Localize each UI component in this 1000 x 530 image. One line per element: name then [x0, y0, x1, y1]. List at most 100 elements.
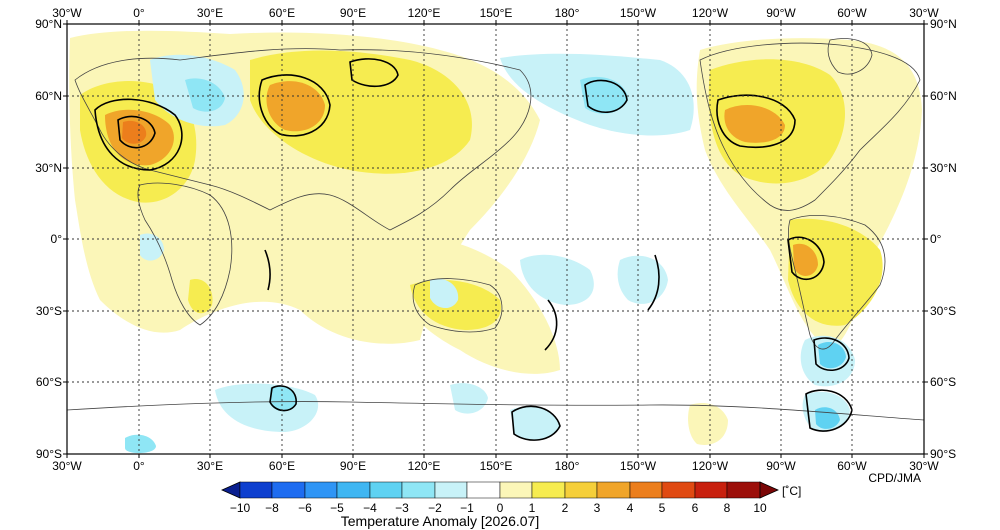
lon-label-top: 60°E [269, 6, 295, 20]
colorbar-level-label: 0 [497, 501, 504, 515]
colorbar-segment [661, 481, 696, 499]
lat-label-right: 60°N [930, 89, 957, 103]
lon-label-bottom: 30°E [197, 459, 223, 473]
contour-southatl [813, 337, 850, 371]
colorbar-segment [401, 481, 436, 499]
coast-australia [412, 278, 503, 333]
colorbar-segment [271, 481, 306, 499]
top-ticks [66, 20, 925, 24]
colorbar-segment [239, 481, 273, 499]
colorbar-level-label: 5 [659, 501, 666, 515]
coast-greenland [827, 38, 873, 75]
colorbar-level-label: −2 [428, 501, 442, 515]
lat-label-left: 60°S [36, 375, 62, 389]
lon-label-top: 120°E [408, 6, 441, 20]
colorbar-segment [726, 481, 761, 499]
colorbar-right-triangle [759, 481, 779, 499]
lat-label-right: 0° [930, 232, 942, 246]
colorbar-level-label: 6 [692, 501, 699, 515]
colorbar-level-label: −8 [265, 501, 279, 515]
lon-label-bottom: 90°W [766, 459, 796, 473]
lon-label-bottom: 120°W [692, 459, 729, 473]
cold-region-south-pole [125, 434, 156, 454]
contour-pacific-east [544, 299, 558, 351]
lat-label-left: 60°N [35, 89, 62, 103]
cold-region-ross-sea [510, 406, 560, 441]
colorbar-segment [499, 481, 533, 499]
top-longitude-labels: 30°W 0° 30°E 60°E 90°E 120°E 150°E 180° … [52, 6, 939, 20]
lon-label-bottom: 150°E [480, 459, 513, 473]
right-latitude-labels: 90°N 60°N 30°N 0° 30°S 60°S 90°S [930, 17, 957, 461]
cold-anomaly-regions [125, 53, 855, 454]
lon-label-top: 120°W [692, 6, 729, 20]
cold-region-southpacific-west [520, 254, 594, 305]
lat-label-left: 90°N [35, 17, 62, 31]
lon-label-top: 0° [133, 6, 145, 20]
lon-label-bottom: 60°E [269, 459, 295, 473]
cold-region-northpacific-core [580, 76, 628, 114]
warm-region-siberia-yellow [250, 50, 472, 174]
colorbar-segment [369, 481, 403, 499]
lat-label-right: 90°S [930, 447, 956, 461]
lon-label-bottom: 180° [555, 459, 580, 473]
lon-label-bottom: 90°E [340, 459, 366, 473]
map-title: Temperature Anomaly [2026.07] [341, 513, 539, 529]
colorbar-level-label: −6 [298, 501, 312, 515]
lon-label-top: 30°W [52, 6, 82, 20]
warm-region-namerica-orange [724, 105, 785, 143]
colorbar-segment [531, 481, 566, 499]
lon-label-bottom: 30°W [909, 459, 939, 473]
contour-npacific [584, 79, 628, 113]
lon-label-top: 30°W [909, 6, 939, 20]
colorbar-segment [466, 481, 501, 499]
lat-label-left: 30°S [36, 304, 62, 318]
colorbar-level-labels: −10 −8 −6 −5 −4 −3 −2 −1 0 1 2 3 4 5 6 8… [230, 501, 767, 515]
warm-region-south-pale [688, 402, 728, 445]
lat-label-right: 60°S [930, 375, 956, 389]
cold-region-southpacific-east [617, 255, 668, 304]
colorbar-level-label: 2 [562, 501, 569, 515]
lat-label-right: 30°S [930, 304, 956, 318]
contour-samerica [787, 236, 825, 281]
lat-label-left: 30°N [35, 161, 62, 175]
lon-label-bottom: 120°E [408, 459, 441, 473]
colorbar-level-label: 3 [594, 501, 601, 515]
lon-label-top: 180° [555, 6, 580, 20]
warm-region-africa-yellow [188, 279, 213, 314]
contour-ross [511, 405, 561, 441]
cold-region-antarctic-east [450, 383, 488, 414]
colorbar-level-label: −5 [330, 501, 344, 515]
colorbar-level-label: −1 [460, 501, 474, 515]
cold-region-antarctic-core [270, 385, 296, 412]
left-ticks [63, 23, 67, 455]
lon-label-top: 60°W [837, 6, 867, 20]
credit-label: CPD/JMA [868, 471, 921, 485]
lon-label-top: 90°E [340, 6, 366, 20]
colorbar-level-label: −4 [363, 501, 377, 515]
warm-region-samerica-orange [793, 243, 818, 276]
colorbar-segment [564, 481, 598, 499]
warm-region-europe-red [122, 120, 147, 144]
contour-pacific-central [647, 254, 660, 311]
colorbar-left-triangle [221, 481, 241, 499]
graticule [67, 24, 924, 454]
colorbar-level-label: −10 [230, 501, 251, 515]
bottom-longitude-labels: 30°W 0° 30°E 60°E 90°E 120°E 150°E 180° … [52, 459, 939, 473]
colorbar-unit-label: [˚C] [782, 484, 801, 498]
lat-label-left: 90°S [36, 447, 62, 461]
colorbar-segment [336, 481, 371, 499]
colorbar-level-label: 4 [627, 501, 634, 515]
contour-centralasia [258, 74, 331, 137]
bottom-ticks [66, 454, 925, 458]
colorbar: −10 −8 −6 −5 −4 −3 −2 −1 0 1 2 3 4 5 6 8… [221, 481, 801, 515]
colorbar-level-label: 8 [724, 501, 731, 515]
contour-africa [264, 249, 271, 291]
lon-label-bottom: 0° [133, 459, 145, 473]
cold-region-africa-west [140, 233, 164, 261]
colorbar-segment [596, 481, 631, 499]
lon-label-top: 30°E [197, 6, 223, 20]
lon-label-top: 150°W [620, 6, 657, 20]
warm-anomaly-regions [69, 30, 922, 445]
warm-region-centralasia-orange [266, 81, 325, 132]
